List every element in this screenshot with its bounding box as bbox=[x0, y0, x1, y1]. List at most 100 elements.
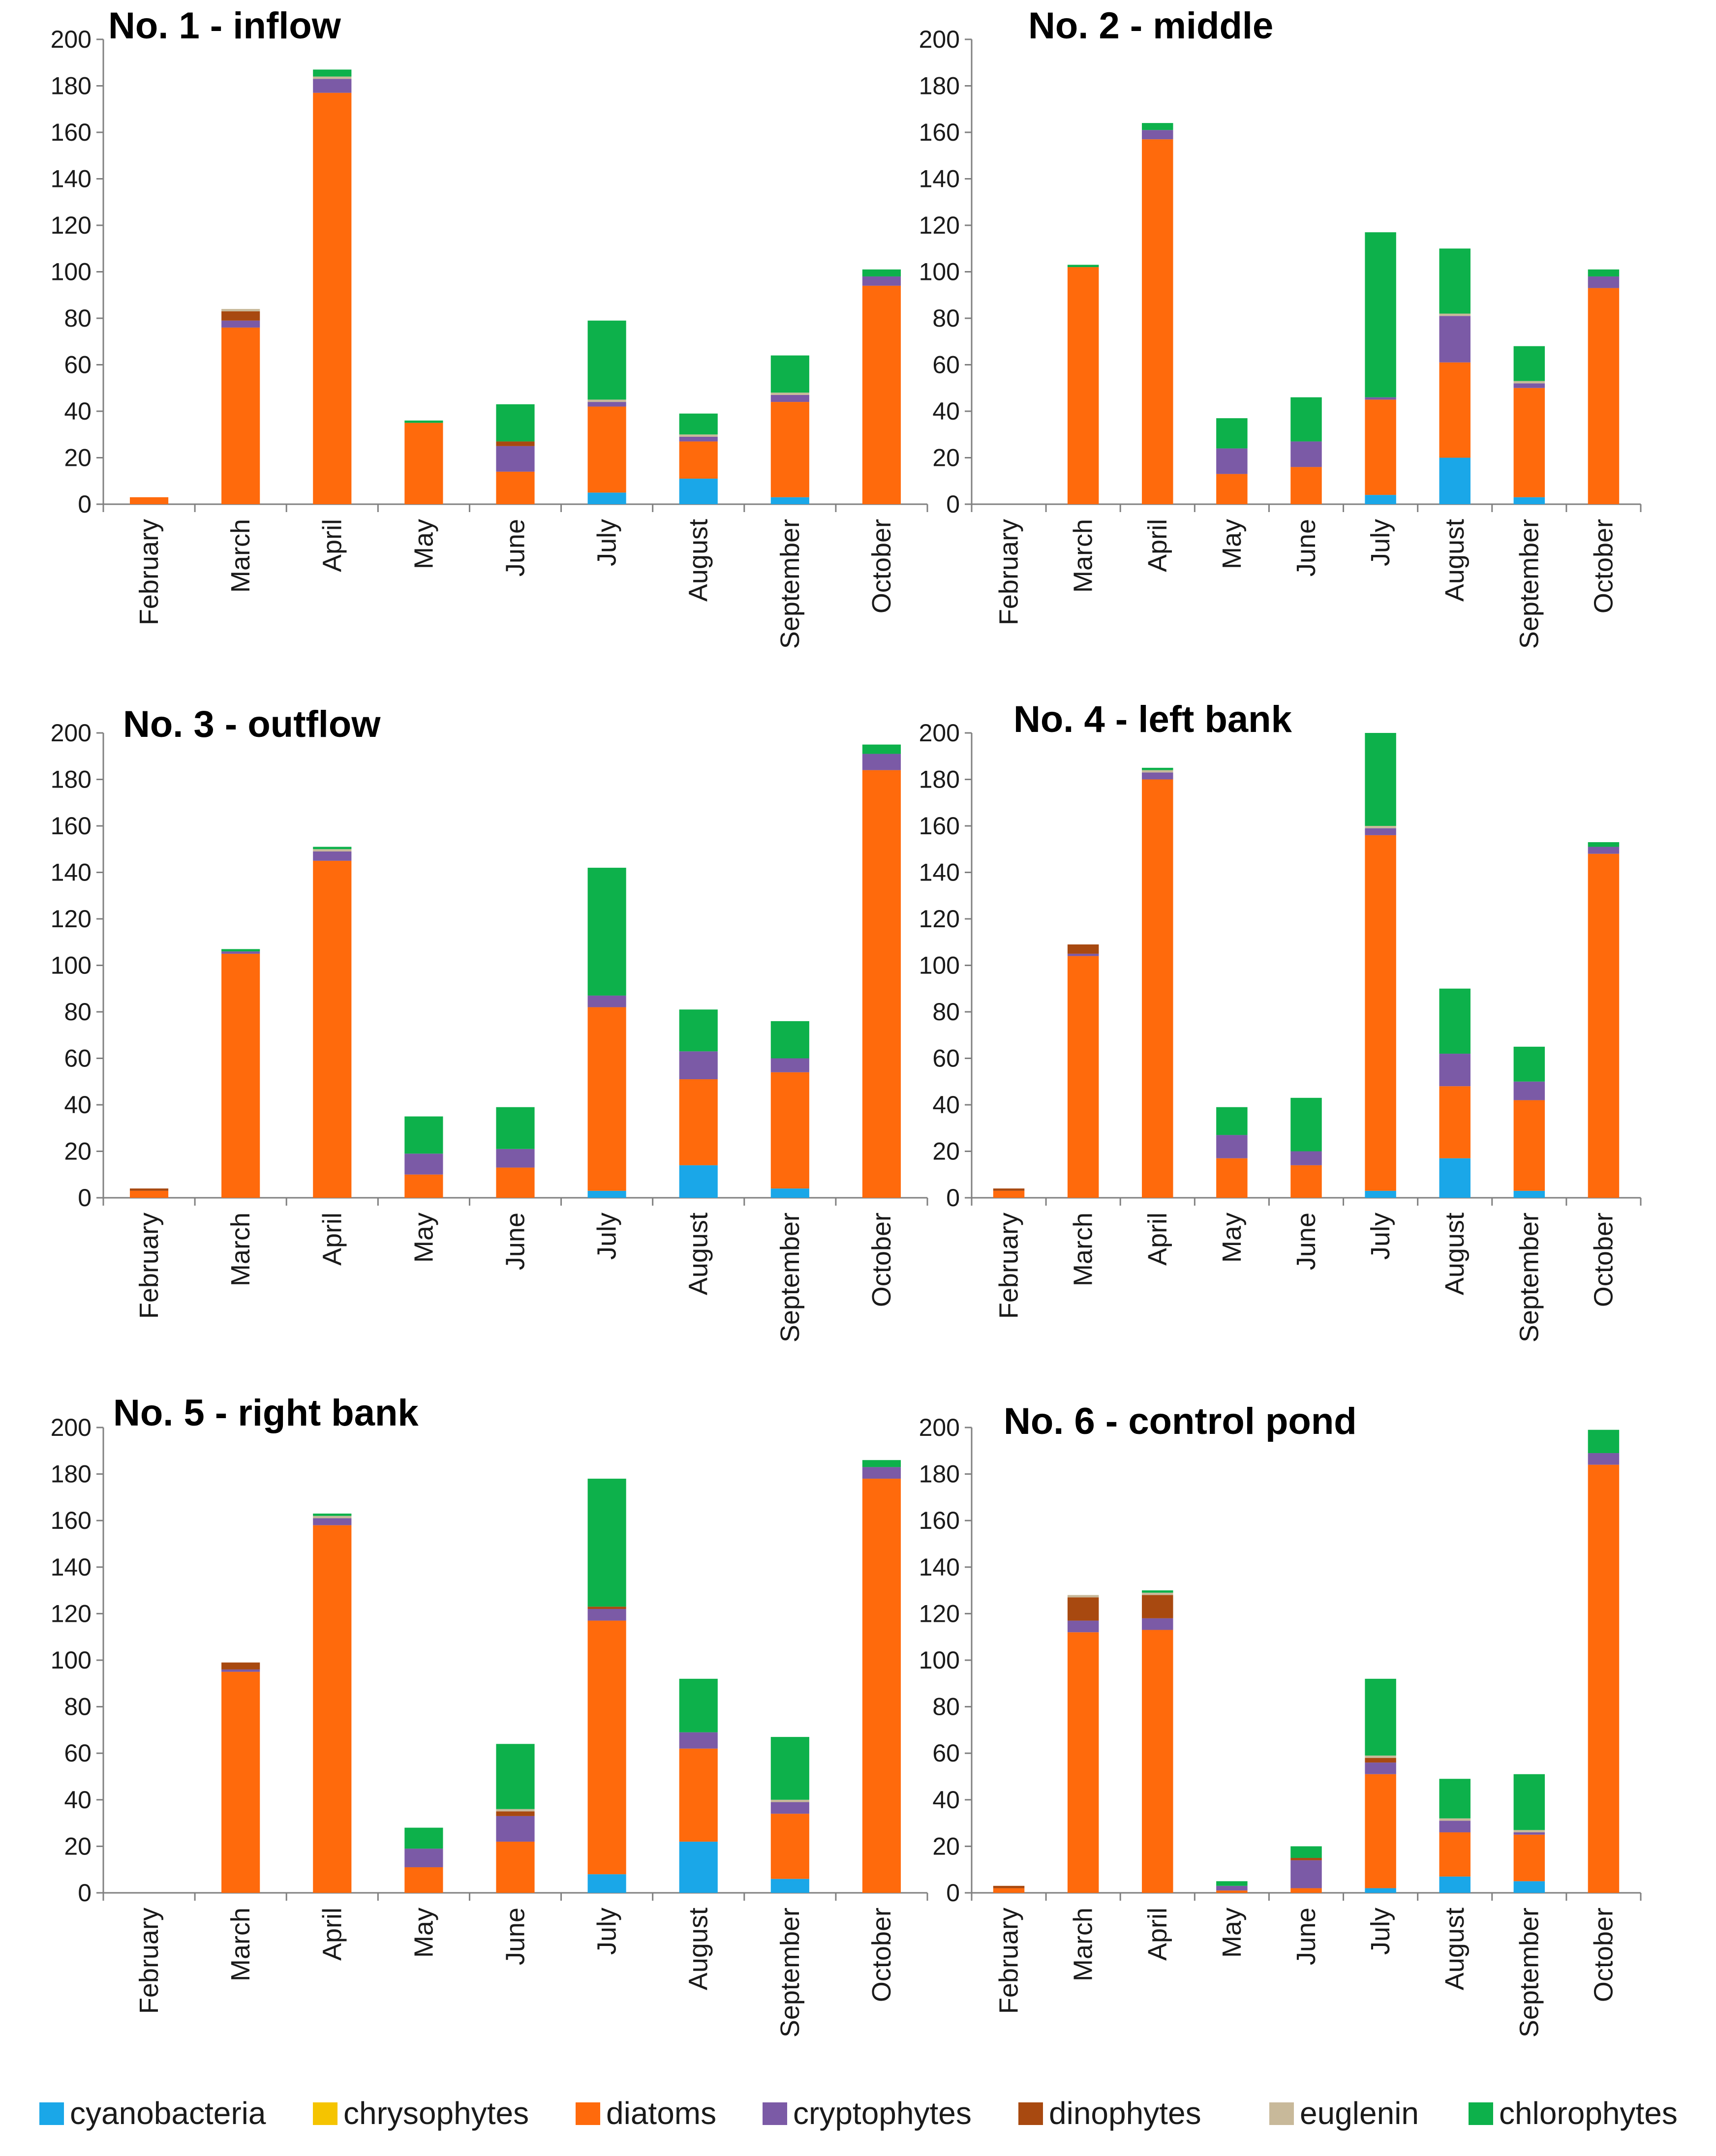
bar-segment-diatoms bbox=[221, 1671, 260, 1893]
bar-segment-cyanobacteria bbox=[1439, 457, 1471, 504]
bar-segment-chlorophytes bbox=[679, 1678, 718, 1732]
bar-segment-chlorophytes bbox=[1142, 123, 1173, 130]
bar-segment-diatoms bbox=[679, 1748, 718, 1842]
bar-segment-cryptophytes bbox=[1142, 772, 1173, 780]
x-tick-label: October bbox=[867, 519, 896, 613]
y-tick-label: 80 bbox=[932, 1693, 960, 1721]
y-tick-label: 160 bbox=[919, 1507, 960, 1534]
bar-segment-cryptophytes bbox=[313, 79, 352, 93]
bar-segment-cryptophytes bbox=[1290, 441, 1322, 467]
bar-segment-diatoms bbox=[404, 423, 443, 504]
bar-segment-diatoms bbox=[404, 1174, 443, 1198]
x-tick-label: February bbox=[134, 1908, 164, 2014]
bar-segment-chlorophytes bbox=[221, 949, 260, 952]
bar-segment-diatoms bbox=[129, 497, 169, 504]
bar-segment-cryptophytes bbox=[496, 1816, 535, 1842]
bar-segment-diatoms bbox=[221, 327, 260, 504]
bar-segment-chlorophytes bbox=[1142, 767, 1173, 770]
bar-segment-diatoms bbox=[1142, 139, 1173, 504]
bar-segment-cryptophytes bbox=[770, 395, 809, 402]
y-tick-label: 100 bbox=[919, 258, 960, 286]
x-tick-label: August bbox=[684, 1213, 713, 1295]
y-tick-label: 20 bbox=[932, 1832, 960, 1860]
bar-segment-chlorophytes bbox=[587, 868, 626, 996]
bar-segment-diatoms bbox=[1216, 1158, 1248, 1198]
x-tick-label: March bbox=[226, 519, 255, 593]
bar-segment-cryptophytes bbox=[1588, 276, 1620, 288]
bar-segment-euglenin bbox=[1142, 770, 1173, 773]
panel-title: No. 2 - middle bbox=[1028, 5, 1273, 47]
bar-segment-dinophytes bbox=[1290, 1858, 1322, 1860]
x-tick-label: September bbox=[1514, 1908, 1544, 2037]
bar-segment-cryptophytes bbox=[587, 402, 626, 407]
bar-segment-diatoms bbox=[1290, 467, 1322, 504]
x-tick-label: June bbox=[1291, 1213, 1321, 1270]
bar-segment-cryptophytes bbox=[679, 436, 718, 442]
bar-segment-diatoms bbox=[587, 1620, 626, 1875]
y-tick-label: 60 bbox=[64, 351, 92, 379]
bar-segment-cryptophytes bbox=[404, 1154, 443, 1175]
y-tick-label: 200 bbox=[919, 1414, 960, 1441]
legend-swatch-euglenin bbox=[1269, 2102, 1294, 2125]
bar-segment-dinophytes bbox=[1142, 1595, 1173, 1618]
legend-swatch-cyanobacteria bbox=[39, 2102, 64, 2125]
bar-segment-diatoms bbox=[404, 1867, 443, 1893]
x-tick-label: July bbox=[1366, 1213, 1395, 1260]
chart-panel: No. 5 - right bank 0 20 40 60 80 100 120 140 160 1… bbox=[51, 1392, 928, 2037]
bar-segment-chlorophytes bbox=[1216, 418, 1248, 449]
y-tick-label: 140 bbox=[919, 859, 960, 886]
y-tick-label: 180 bbox=[919, 72, 960, 100]
bar-segment-cyanobacteria bbox=[1365, 1888, 1396, 1893]
bar-segment-dinophytes bbox=[993, 1885, 1025, 1888]
bar-segment-chlorophytes bbox=[862, 744, 901, 754]
bar-segment-chlorophytes bbox=[1439, 1779, 1471, 1819]
y-tick-label: 160 bbox=[51, 119, 92, 146]
bar-segment-cryptophytes bbox=[1439, 1821, 1471, 1833]
panel-title: No. 4 - left bank bbox=[1013, 698, 1292, 740]
bar-segment-chlorophytes bbox=[679, 413, 718, 435]
bar-segment-cryptophytes bbox=[587, 1609, 626, 1621]
x-tick-label: October bbox=[1589, 1213, 1618, 1307]
bar-segment-diatoms bbox=[770, 402, 809, 497]
y-tick-label: 20 bbox=[932, 1138, 960, 1165]
bar-segment-euglenin bbox=[770, 393, 809, 395]
bar-segment-chlorophytes bbox=[496, 404, 535, 442]
bar-segment-cryptophytes bbox=[1439, 316, 1471, 363]
bar-segment-diatoms bbox=[1439, 1832, 1471, 1877]
bar-segment-cryptophytes bbox=[862, 276, 901, 286]
legend-swatch-chlorophytes bbox=[1469, 2102, 1493, 2125]
bar-segment-diatoms bbox=[1067, 1632, 1099, 1893]
bar-segment-diatoms bbox=[862, 770, 901, 1198]
y-tick-label: 20 bbox=[64, 1832, 92, 1860]
chart-panel: No. 2 - middle 0 20 40 60 80 100 120 140 160 180 20… bbox=[919, 5, 1642, 649]
bar-segment-diatoms bbox=[993, 1190, 1025, 1198]
bar-segment-cryptophytes bbox=[1067, 1620, 1099, 1633]
x-tick-label: February bbox=[994, 1213, 1024, 1319]
y-tick-label: 40 bbox=[64, 1786, 92, 1814]
bar-segment-cryptophytes bbox=[587, 995, 626, 1007]
x-tick-label: October bbox=[1589, 519, 1618, 613]
y-tick-label: 80 bbox=[64, 1693, 92, 1721]
legend-swatch-cryptophytes bbox=[763, 2102, 787, 2125]
x-tick-label: May bbox=[409, 1213, 438, 1263]
x-tick-label: September bbox=[775, 1908, 805, 2037]
x-tick-label: September bbox=[1514, 519, 1544, 649]
x-tick-label: October bbox=[1589, 1908, 1618, 2002]
x-tick-label: March bbox=[1069, 1908, 1098, 1981]
bar-segment-cyanobacteria bbox=[770, 497, 809, 504]
x-tick-label: May bbox=[1217, 1213, 1247, 1263]
bar-segment-cyanobacteria bbox=[1439, 1876, 1471, 1893]
bar-segment-chlorophytes bbox=[1142, 1590, 1173, 1593]
bar-segment-euglenin bbox=[313, 76, 352, 79]
y-tick-label: 140 bbox=[51, 1553, 92, 1581]
bar-segment-cryptophytes bbox=[1588, 847, 1620, 854]
bar-segment-chlorophytes bbox=[770, 1021, 809, 1059]
bar-segment-cryptophytes bbox=[1588, 1453, 1620, 1465]
y-tick-label: 80 bbox=[64, 304, 92, 332]
y-tick-label: 20 bbox=[64, 1138, 92, 1165]
bar-segment-diatoms bbox=[679, 441, 718, 479]
bar-segment-cryptophytes bbox=[221, 320, 260, 328]
bar-segment-dinophytes bbox=[221, 1662, 260, 1670]
y-tick-label: 80 bbox=[932, 998, 960, 1026]
